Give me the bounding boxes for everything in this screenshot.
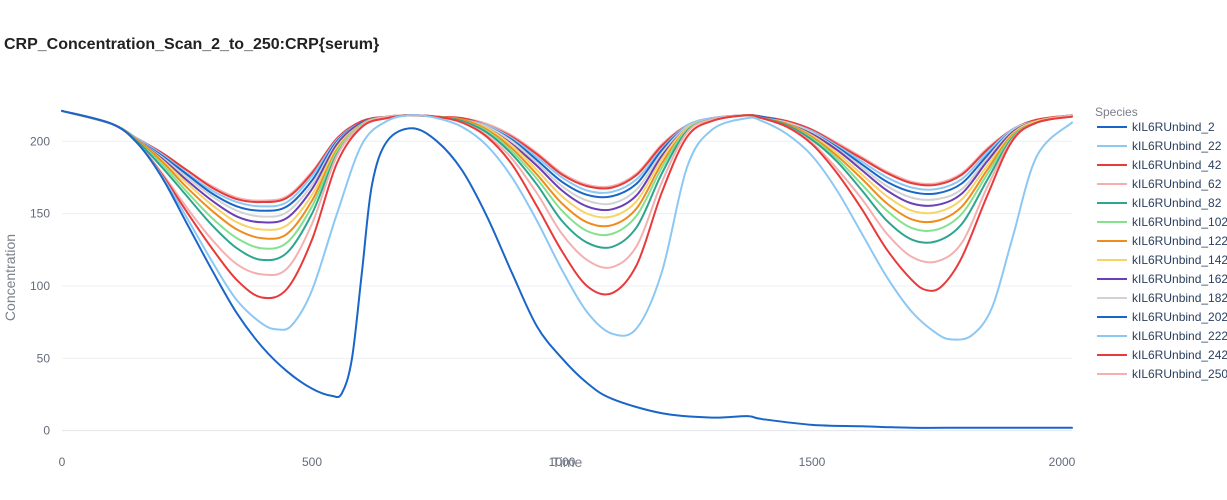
x-tick-label: 0 <box>59 455 66 469</box>
legend-item[interactable]: kIL6RUnbind_242 <box>1097 348 1227 362</box>
x-tick-label: 500 <box>302 455 322 469</box>
legend-item[interactable]: kIL6RUnbind_122 <box>1097 234 1227 248</box>
legend-item[interactable]: kIL6RUnbind_202 <box>1097 310 1227 324</box>
series-line-kIL6RUnbind_42[interactable] <box>61 109 1073 300</box>
series-line-kIL6RUnbind_250[interactable] <box>61 109 1073 202</box>
y-axis-ticks: 0 50 100 150 200 <box>30 134 50 437</box>
legend-label: kIL6RUnbind_162 <box>1132 272 1227 286</box>
legend-item[interactable]: kIL6RUnbind_62 <box>1097 177 1222 191</box>
legend-label: kIL6RUnbind_122 <box>1132 234 1227 248</box>
legend-item[interactable]: kIL6RUnbind_182 <box>1097 291 1227 305</box>
legend-label: kIL6RUnbind_102 <box>1132 215 1227 229</box>
legend-label: kIL6RUnbind_82 <box>1132 196 1222 210</box>
y-axis-title: Concentration <box>2 234 18 321</box>
y-tick-label: 0 <box>43 424 50 438</box>
legend-item[interactable]: kIL6RUnbind_250 <box>1097 367 1227 381</box>
legend-label: kIL6RUnbind_2 <box>1132 120 1215 134</box>
series-line-kIL6RUnbind_142[interactable] <box>61 109 1073 231</box>
legend-label: kIL6RUnbind_182 <box>1132 291 1227 305</box>
series-line-kIL6RUnbind_82[interactable] <box>61 109 1073 262</box>
legend-label: kIL6RUnbind_242 <box>1132 348 1227 362</box>
series-line-kIL6RUnbind_122[interactable] <box>61 109 1073 240</box>
legend-item[interactable]: kIL6RUnbind_2 <box>1097 120 1215 134</box>
legend-item[interactable]: kIL6RUnbind_42 <box>1097 158 1222 172</box>
y-tick-label: 150 <box>30 207 50 221</box>
legend-item[interactable]: kIL6RUnbind_102 <box>1097 215 1227 229</box>
y-tick-label: 100 <box>30 279 50 293</box>
legend-label: kIL6RUnbind_142 <box>1132 253 1227 267</box>
x-tick-label: 1000 <box>549 455 576 469</box>
x-tick-label: 2000 <box>1049 455 1076 469</box>
legend-item[interactable]: kIL6RUnbind_82 <box>1097 196 1222 210</box>
legend-label: kIL6RUnbind_222 <box>1132 329 1227 343</box>
legend-item[interactable]: kIL6RUnbind_22 <box>1097 139 1222 153</box>
series-line-kIL6RUnbind_2[interactable] <box>61 109 1073 429</box>
series-line-kIL6RUnbind_22[interactable] <box>61 109 1073 341</box>
gridlines <box>62 140 1072 432</box>
series-line-kIL6RUnbind_62[interactable] <box>61 109 1073 277</box>
y-tick-label: 50 <box>37 351 51 365</box>
series-line-kIL6RUnbind_202[interactable] <box>61 109 1073 212</box>
series-lines <box>61 109 1073 429</box>
series-line-kIL6RUnbind_162[interactable] <box>61 109 1073 224</box>
chart-title: CRP_Concentration_Scan_2_to_250:CRP{seru… <box>4 36 380 53</box>
x-tick-label: 1500 <box>799 455 826 469</box>
x-axis-ticks: 0 500 1000 1500 2000 <box>59 455 1076 469</box>
legend-label: kIL6RUnbind_202 <box>1132 310 1227 324</box>
legend-item[interactable]: kIL6RUnbind_162 <box>1097 272 1227 286</box>
legend-label: kIL6RUnbind_22 <box>1132 139 1222 153</box>
legend-label: kIL6RUnbind_42 <box>1132 158 1222 172</box>
series-line-kIL6RUnbind_102[interactable] <box>61 109 1073 250</box>
legend-item[interactable]: kIL6RUnbind_222 <box>1097 329 1227 343</box>
legend[interactable]: Species kIL6RUnbind_2 kIL6RUnbind_22 kIL6R… <box>1095 105 1227 381</box>
y-tick-label: 200 <box>30 134 50 148</box>
series-line-kIL6RUnbind_222[interactable] <box>61 109 1073 208</box>
legend-label: kIL6RUnbind_62 <box>1132 177 1222 191</box>
legend-item[interactable]: kIL6RUnbind_142 <box>1097 253 1227 267</box>
series-line-kIL6RUnbind_242[interactable] <box>61 109 1073 204</box>
series-line-kIL6RUnbind_182[interactable] <box>61 109 1073 218</box>
legend-label: kIL6RUnbind_250 <box>1132 367 1227 381</box>
legend-title: Species <box>1095 105 1138 119</box>
x-axis-title: Time <box>552 454 583 470</box>
